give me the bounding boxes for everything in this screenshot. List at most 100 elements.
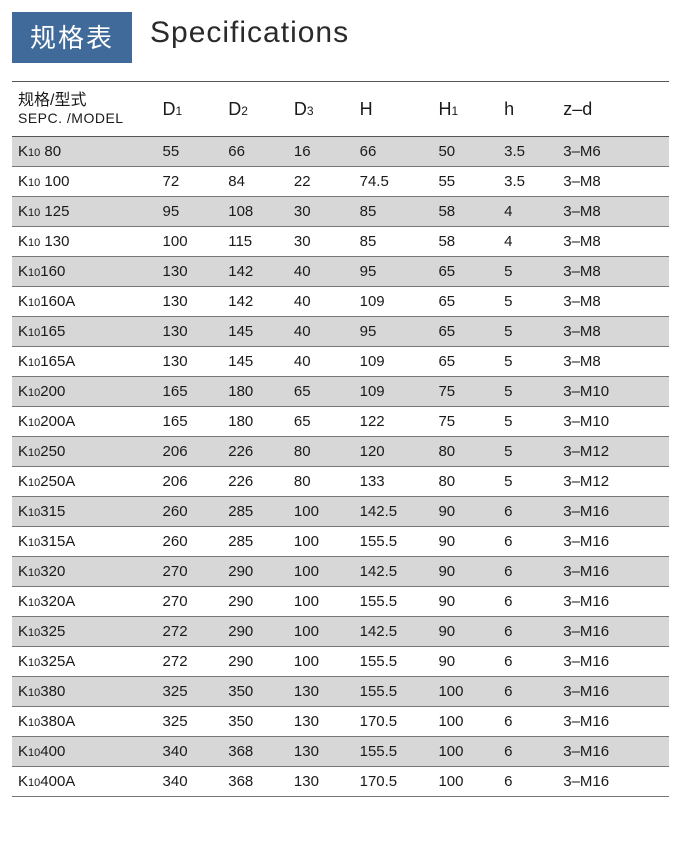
cell-h: 5 [498,257,557,287]
cell-h: 142.5 [354,617,433,647]
cell-h: 3.5 [498,137,557,167]
cell-d2: 285 [222,497,288,527]
table-row: K10325A272290100155.59063–M16 [12,647,669,677]
cell-d1: 206 [157,467,223,497]
cell-d2: 142 [222,287,288,317]
table-row: K1016013014240956553–M8 [12,257,669,287]
cell-h: 170.5 [354,707,433,737]
cell-d3: 100 [288,527,354,557]
cell-h1: 65 [432,347,498,377]
table-row: K10200A165180651227553–M10 [12,407,669,437]
cell-d3: 100 [288,497,354,527]
table-row: K10165A130145401096553–M8 [12,347,669,377]
cell-d2: 350 [222,677,288,707]
cell-d3: 130 [288,737,354,767]
header-title: Specifications [132,12,349,63]
cell-model: K10160A [12,287,157,317]
cell-zd: 3–M16 [557,647,669,677]
cell-d2: 142 [222,257,288,287]
table-row: K10325272290100142.59063–M16 [12,617,669,647]
cell-zd: 3–M16 [557,617,669,647]
cell-model: K10325 [12,617,157,647]
table-row: K10160A130142401096553–M8 [12,287,669,317]
cell-model: K10165A [12,347,157,377]
cell-zd: 3–M16 [557,497,669,527]
cell-d1: 270 [157,557,223,587]
cell-h: 95 [354,317,433,347]
cell-model: K10 80 [12,137,157,167]
table-row: K10250A206226801338053–M12 [12,467,669,497]
cell-zd: 3–M16 [557,677,669,707]
cell-h1: 80 [432,467,498,497]
cell-d1: 130 [157,287,223,317]
cell-d2: 84 [222,167,288,197]
cell-h1: 65 [432,287,498,317]
cell-model: K10315A [12,527,157,557]
table-row: K10200165180651097553–M10 [12,377,669,407]
cell-h1: 50 [432,137,498,167]
cell-d2: 226 [222,437,288,467]
cell-zd: 3–M6 [557,137,669,167]
cell-zd: 3–M8 [557,257,669,287]
cell-d1: 340 [157,737,223,767]
cell-d1: 270 [157,587,223,617]
cell-d3: 130 [288,707,354,737]
cell-model: K10200A [12,407,157,437]
col-d2: D2 [222,82,288,137]
cell-d3: 65 [288,407,354,437]
table-row: K10380A325350130170.510063–M16 [12,707,669,737]
cell-zd: 3–M16 [557,527,669,557]
cell-d3: 30 [288,227,354,257]
table-row: K10 10072842274.5553.53–M8 [12,167,669,197]
cell-h: 155.5 [354,737,433,767]
cell-h: 109 [354,347,433,377]
cell-h: 66 [354,137,433,167]
cell-h: 6 [498,677,557,707]
cell-model: K10 100 [12,167,157,197]
cell-d1: 130 [157,347,223,377]
cell-model: K10250 [12,437,157,467]
col-model-en: SEPC. /MODEL [18,110,153,126]
cell-d1: 72 [157,167,223,197]
cell-h1: 58 [432,227,498,257]
cell-d1: 130 [157,257,223,287]
cell-h: 142.5 [354,497,433,527]
cell-d1: 260 [157,527,223,557]
cell-h1: 80 [432,437,498,467]
cell-h: 5 [498,317,557,347]
table-row: K10 8055661666503.53–M6 [12,137,669,167]
cell-model: K10 125 [12,197,157,227]
cell-model: K10165 [12,317,157,347]
col-model-zh: 规格/型式 [18,92,153,110]
cell-h1: 100 [432,707,498,737]
cell-model: K10 130 [12,227,157,257]
cell-d3: 40 [288,257,354,287]
cell-d2: 290 [222,587,288,617]
cell-d1: 325 [157,707,223,737]
cell-zd: 3–M16 [557,737,669,767]
cell-h1: 65 [432,317,498,347]
cell-h: 5 [498,437,557,467]
cell-h: 5 [498,467,557,497]
cell-h: 6 [498,737,557,767]
table-row: K10380325350130155.510063–M16 [12,677,669,707]
table-row: K10 1259510830855843–M8 [12,197,669,227]
cell-d1: 260 [157,497,223,527]
cell-d3: 130 [288,677,354,707]
cell-zd: 3–M8 [557,317,669,347]
cell-model: K10400 [12,737,157,767]
cell-model: K10380 [12,677,157,707]
cell-zd: 3–M16 [557,767,669,797]
cell-h: 4 [498,197,557,227]
cell-d1: 165 [157,377,223,407]
cell-d3: 100 [288,557,354,587]
cell-zd: 3–M8 [557,197,669,227]
cell-h: 4 [498,227,557,257]
cell-h: 6 [498,587,557,617]
cell-d1: 272 [157,647,223,677]
cell-h: 85 [354,227,433,257]
cell-h1: 90 [432,647,498,677]
cell-h1: 90 [432,617,498,647]
table-body: K10 8055661666503.53–M6K10 10072842274.5… [12,137,669,797]
cell-d2: 115 [222,227,288,257]
